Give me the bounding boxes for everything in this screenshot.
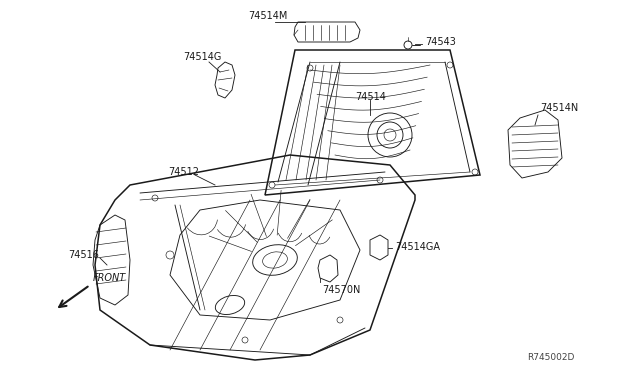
Text: FRONT: FRONT [93, 273, 126, 283]
Text: R745002D: R745002D [527, 353, 575, 362]
Text: 74512: 74512 [168, 167, 199, 177]
Text: 74570N: 74570N [322, 285, 360, 295]
Text: 74514N: 74514N [540, 103, 579, 113]
Text: 74514G: 74514G [183, 52, 221, 62]
Text: 74514GA: 74514GA [395, 242, 440, 252]
Text: 74516: 74516 [68, 250, 99, 260]
Text: 74543: 74543 [425, 37, 456, 47]
Text: 74514M: 74514M [248, 11, 287, 21]
Text: 74514: 74514 [355, 92, 386, 102]
